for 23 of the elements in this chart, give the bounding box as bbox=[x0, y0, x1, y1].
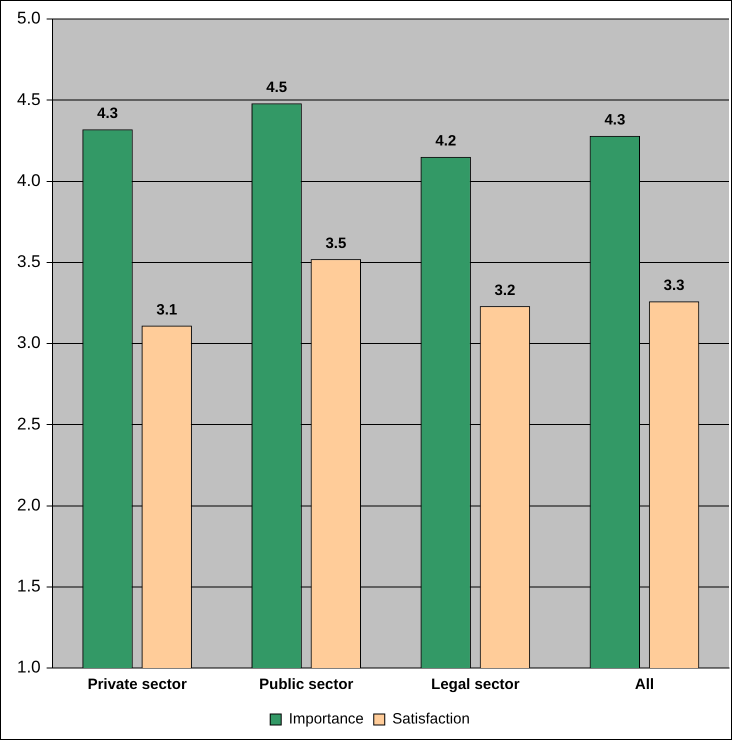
y-tick-label: 4.5 bbox=[16, 90, 41, 109]
data-label: 3.5 bbox=[325, 234, 346, 252]
data-label: 4.2 bbox=[435, 132, 456, 150]
y-tick-label: 2.5 bbox=[16, 414, 41, 434]
data-label: 3.2 bbox=[494, 282, 516, 299]
x-tick-label: Private sector bbox=[88, 676, 187, 694]
y-tick-label: 2.0 bbox=[16, 495, 41, 514]
y-tick-label: 1.5 bbox=[16, 576, 41, 596]
y-tick-label: 5.0 bbox=[16, 8, 41, 28]
data-label: 3.1 bbox=[156, 301, 178, 318]
legend-label: Satisfaction bbox=[392, 710, 470, 728]
legend-label: Importance bbox=[288, 710, 364, 728]
y-tick-label: 1.0 bbox=[16, 658, 41, 677]
x-tick-label: All bbox=[634, 676, 654, 694]
y-tick-label: 4.0 bbox=[16, 170, 41, 190]
data-label: 4.3 bbox=[604, 111, 626, 128]
y-tick-label: 3.0 bbox=[16, 333, 41, 352]
data-label: 4.5 bbox=[266, 79, 288, 96]
x-tick-label: Legal sector bbox=[431, 676, 520, 694]
y-tick-label: 3.5 bbox=[16, 252, 41, 272]
x-tick-label: Public sector bbox=[259, 676, 354, 694]
data-label: 4.3 bbox=[97, 104, 118, 122]
data-label: 3.3 bbox=[664, 276, 684, 294]
